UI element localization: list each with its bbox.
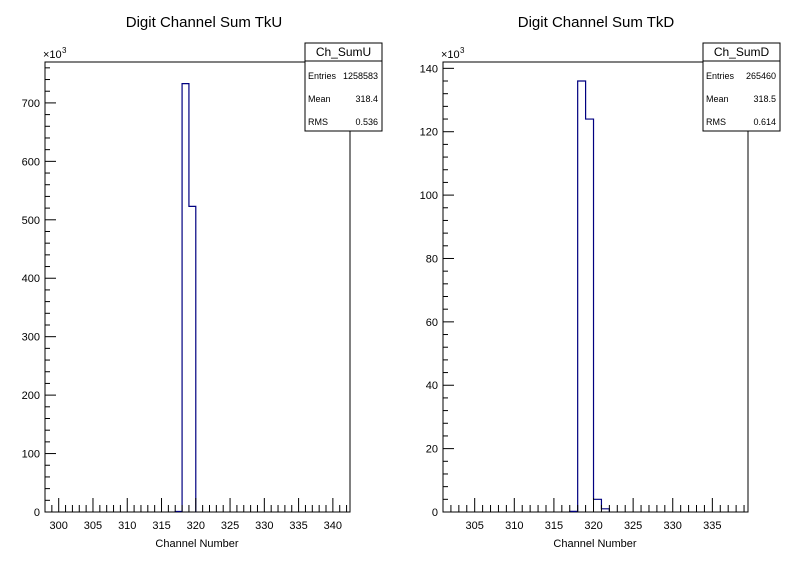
y-tick-label: 140 — [420, 63, 438, 75]
x-tick-label: 320 — [187, 520, 205, 532]
stats-row-label: Mean — [308, 94, 331, 104]
stats-row-value: 1258583 — [343, 71, 378, 81]
x-tick-label: 310 — [118, 520, 136, 532]
plot-frame — [44, 61, 351, 513]
chart-title: Digit Channel Sum TkU — [126, 14, 282, 31]
histogram-panel-1: Digit Channel Sum TkU 300 305 310 315 320 325 3… — [22, 14, 383, 550]
stats-box: Ch_SumD Entries 265460 Mean 318.5 RMS 0.614 — [702, 42, 781, 132]
stats-row-label: Mean — [706, 94, 729, 104]
y-tick-label: 20 — [426, 444, 438, 456]
y-axis-multiplier-exponent: 3 — [460, 46, 465, 55]
histogram-bin — [175, 511, 182, 512]
x-tick-label: 335 — [289, 520, 307, 532]
x-tick-label: 335 — [703, 520, 721, 532]
x-tick-label: 340 — [324, 520, 342, 532]
y-tick-label: 500 — [22, 215, 40, 227]
x-tick-label: 315 — [545, 520, 563, 532]
stats-row-value: 318.4 — [355, 94, 378, 104]
histogram-bin — [586, 119, 594, 512]
y-axis-multiplier: ×10 — [43, 49, 62, 61]
histogram-bars-outline — [174, 83, 197, 513]
x-tick-label: 300 — [50, 520, 68, 532]
stats-row-value: 265460 — [746, 71, 776, 81]
x-tick-label: 315 — [152, 520, 170, 532]
stats-box-name: Ch_SumU — [316, 45, 371, 59]
x-tick-label: 330 — [255, 520, 273, 532]
histogram-bin — [601, 509, 609, 512]
stats-row-label: RMS — [308, 117, 328, 127]
y-tick-label: 60 — [426, 317, 438, 329]
stats-row-label: Entries — [706, 71, 735, 81]
x-axis-label: Channel Number — [155, 538, 238, 550]
x-axis-label: Channel Number — [553, 538, 636, 550]
x-tick-label: 320 — [584, 520, 602, 532]
y-tick-label: 40 — [426, 380, 438, 392]
x-tick-label: 330 — [664, 520, 682, 532]
stats-row-value: 318.5 — [753, 94, 776, 104]
histogram-bin — [189, 206, 196, 512]
x-tick-label: 325 — [624, 520, 642, 532]
y-axis-multiplier: ×10 — [441, 49, 460, 61]
x-tick-label: 325 — [221, 520, 239, 532]
histogram-bars-outline — [569, 80, 610, 512]
stats-box: Ch_SumU Entries 1258583 Mean 318.4 RMS 0.536 — [304, 42, 383, 132]
stats-row-value: 0.536 — [355, 117, 378, 127]
chart-title: Digit Channel Sum TkD — [518, 14, 675, 31]
y-tick-label: 0 — [34, 507, 40, 519]
y-tick-label: 100 — [22, 449, 40, 461]
stats-row-label: Entries — [308, 71, 337, 81]
y-tick-label: 300 — [22, 332, 40, 344]
x-tick-label: 310 — [505, 520, 523, 532]
histogram-bin — [570, 511, 578, 512]
histogram-bin — [578, 81, 586, 512]
y-tick-label: 700 — [22, 98, 40, 110]
y-tick-label: 200 — [22, 390, 40, 402]
stats-row-value: 0.614 — [753, 117, 776, 127]
y-axis-multiplier-exponent: 3 — [62, 46, 67, 55]
y-tick-label: 0 — [432, 507, 438, 519]
y-tick-label: 600 — [22, 156, 40, 168]
stats-row-label: RMS — [706, 117, 726, 127]
stats-box-frame — [304, 42, 383, 132]
stats-box-frame — [702, 42, 781, 132]
y-tick-label: 120 — [420, 127, 438, 139]
histogram-bin — [594, 499, 602, 512]
y-tick-label: 400 — [22, 273, 40, 285]
plot-frame — [442, 61, 749, 513]
stats-box-name: Ch_SumD — [714, 45, 770, 59]
y-tick-label: 80 — [426, 253, 438, 265]
x-tick-label: 305 — [84, 520, 102, 532]
y-tick-label: 100 — [420, 190, 438, 202]
x-tick-label: 305 — [466, 520, 484, 532]
histogram-bin — [182, 84, 189, 512]
